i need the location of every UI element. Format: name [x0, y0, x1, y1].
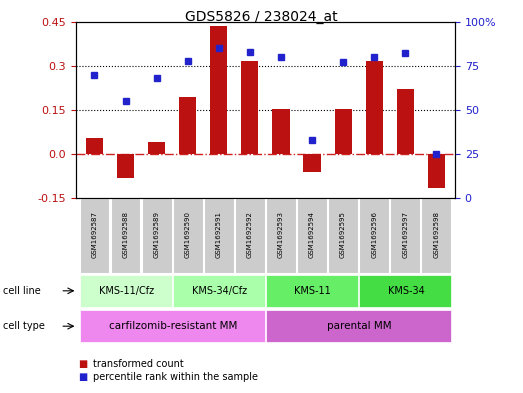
Bar: [272, 108, 290, 154]
Bar: [390, 198, 420, 273]
Bar: [422, 198, 451, 273]
Text: carfilzomib-resistant MM: carfilzomib-resistant MM: [109, 321, 237, 331]
Text: parental MM: parental MM: [327, 321, 392, 331]
Text: KMS-34: KMS-34: [388, 286, 424, 296]
Bar: [266, 198, 296, 273]
Text: GSM1692594: GSM1692594: [309, 211, 315, 258]
Bar: [204, 198, 234, 273]
Bar: [328, 198, 358, 273]
Bar: [79, 310, 265, 342]
Text: GSM1692591: GSM1692591: [216, 211, 222, 258]
Bar: [179, 97, 196, 154]
Text: GSM1692589: GSM1692589: [154, 211, 160, 258]
Text: GSM1692590: GSM1692590: [185, 211, 191, 258]
Bar: [303, 154, 321, 172]
Text: GSM1692592: GSM1692592: [247, 211, 253, 258]
Text: ■: ■: [78, 372, 88, 382]
Bar: [79, 275, 172, 307]
Text: GDS5826 / 238024_at: GDS5826 / 238024_at: [185, 10, 338, 24]
Bar: [397, 89, 414, 154]
Text: GSM1692593: GSM1692593: [278, 211, 284, 258]
Bar: [359, 275, 451, 307]
Text: GSM1692587: GSM1692587: [92, 211, 97, 258]
Text: cell type: cell type: [3, 321, 44, 331]
Bar: [117, 154, 134, 178]
Bar: [79, 198, 109, 273]
Text: KMS-11/Cfz: KMS-11/Cfz: [99, 286, 154, 296]
Bar: [86, 138, 103, 154]
Bar: [359, 198, 389, 273]
Text: GSM1692598: GSM1692598: [434, 211, 439, 258]
Text: transformed count: transformed count: [93, 358, 184, 369]
Bar: [297, 198, 327, 273]
Bar: [173, 275, 265, 307]
Text: KMS-34/Cfz: KMS-34/Cfz: [192, 286, 247, 296]
Text: GSM1692588: GSM1692588: [122, 211, 129, 258]
Bar: [235, 198, 265, 273]
Bar: [173, 198, 202, 273]
Text: KMS-11: KMS-11: [294, 286, 331, 296]
Bar: [335, 108, 351, 154]
Bar: [366, 61, 383, 154]
Bar: [148, 142, 165, 154]
Bar: [210, 26, 228, 154]
Text: GSM1692597: GSM1692597: [402, 211, 408, 258]
Bar: [241, 61, 258, 154]
Text: GSM1692596: GSM1692596: [371, 211, 377, 258]
Text: GSM1692595: GSM1692595: [340, 211, 346, 258]
Text: ■: ■: [78, 358, 88, 369]
Bar: [111, 198, 141, 273]
Bar: [428, 154, 445, 188]
Text: percentile rank within the sample: percentile rank within the sample: [93, 372, 258, 382]
Bar: [142, 198, 172, 273]
Bar: [266, 310, 451, 342]
Bar: [266, 275, 358, 307]
Text: cell line: cell line: [3, 286, 40, 296]
